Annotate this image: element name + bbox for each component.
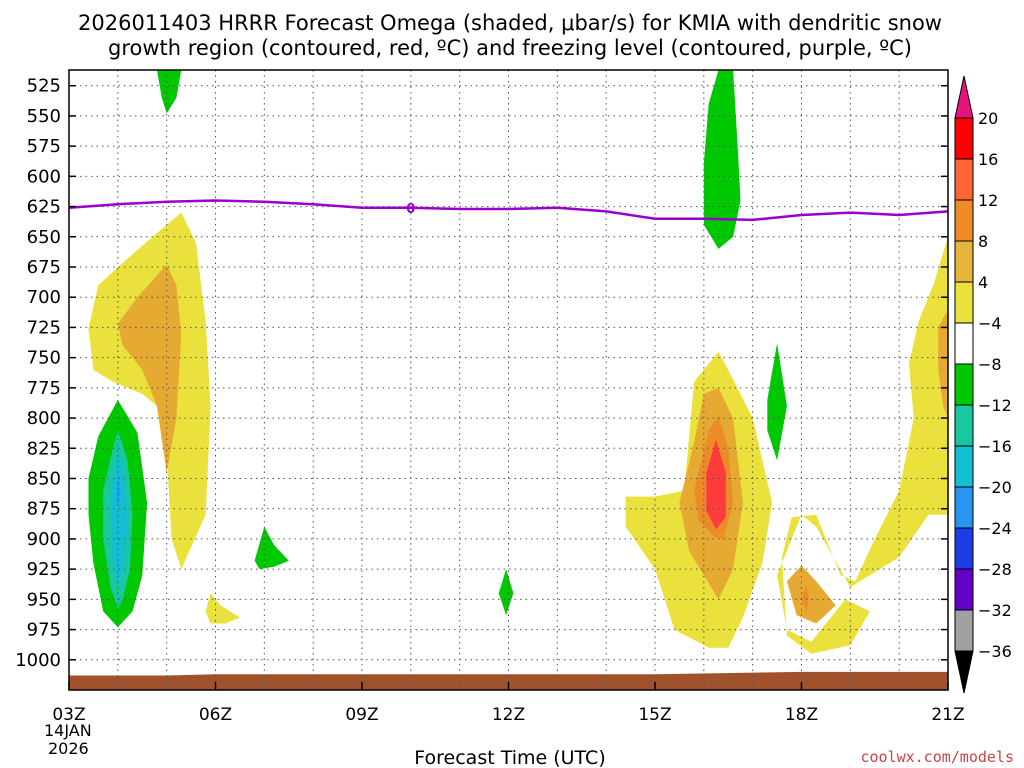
colorbar-cell-8 (954, 445, 974, 488)
colorbar-label: −8 (978, 355, 1002, 374)
colorbar-cell-5 (954, 322, 974, 365)
omega-region-19 (938, 309, 948, 419)
y-tick-label: 800 (27, 408, 61, 429)
colorbar-label: −4 (978, 314, 1002, 333)
date-label-year: 2026 (48, 739, 89, 758)
colorbar-cell-0 (954, 117, 974, 160)
colorbar-bottom-arrow (954, 650, 974, 694)
colorbar-cell-7 (954, 404, 974, 447)
x-tick-label: 21Z (931, 705, 964, 725)
y-tick-label: 550 (27, 106, 61, 127)
y-tick-label: 900 (27, 529, 61, 550)
omega-region-5 (116, 478, 121, 509)
omega-region-16 (777, 236, 948, 654)
x-tick-label: 18Z (785, 705, 818, 725)
colorbar-cell-last (954, 609, 974, 652)
freezing-level-contour: 0 (69, 199, 948, 222)
grid-lines (69, 70, 948, 690)
colorbar-cell-6 (954, 363, 974, 406)
colorbar-cell-3 (954, 240, 974, 283)
y-tick-label: 625 (27, 197, 61, 218)
omega-region-10 (703, 70, 741, 249)
colorbar-label: −20 (978, 478, 1012, 497)
colorbar: 20 16 12 8 4 −4 −8 −12 −16 −20 −24 −28 −32 −36 (954, 75, 1012, 694)
y-tick-label: 600 (27, 166, 61, 187)
colorbar-label: −16 (978, 437, 1012, 456)
chart-title-line-1: 2026011403 HRRR Forecast Omega (shaded, … (78, 11, 942, 35)
omega-region-9 (498, 569, 514, 616)
y-tick-label: 775 (27, 378, 61, 399)
colorbar-label: 20 (978, 109, 998, 128)
omega-region-18 (801, 584, 809, 612)
x-tick-label: 06Z (199, 705, 232, 725)
date-label-day: 14JAN (44, 721, 92, 740)
omega-region-1 (117, 264, 182, 473)
omega-region-4 (110, 448, 128, 588)
y-tick-label: 575 (27, 136, 61, 157)
x-tick-label: 15Z (638, 705, 671, 725)
y-tick-label: 725 (27, 317, 61, 338)
y-tick-label: 950 (27, 589, 61, 610)
colorbar-cell-4 (954, 281, 974, 324)
colorbar-label: −12 (978, 396, 1012, 415)
omega-region-17 (786, 565, 836, 624)
y-axis: 525 550 575 600 625 650 675 700 725 750 775 800 825 8… (15, 76, 948, 671)
x-axis-title: Forecast Time (UTC) (414, 747, 605, 768)
omega-region-0 (88, 212, 211, 570)
x-tick-label: 09Z (345, 705, 378, 725)
y-tick-label: 675 (27, 257, 61, 278)
y-tick-label: 525 (27, 76, 61, 97)
colorbar-cell-2 (954, 199, 974, 242)
colorbar-cell-11 (954, 568, 974, 611)
freezing-level-label: 0 (406, 202, 415, 217)
colorbar-label: 12 (978, 191, 998, 210)
colorbar-label: −32 (978, 601, 1012, 620)
omega-region-6 (156, 70, 182, 114)
omega-shaded-regions (88, 70, 948, 654)
colorbar-cell-10 (954, 527, 974, 570)
credit-text: coolwx.com/models (860, 748, 1014, 766)
colorbar-label: 4 (978, 273, 988, 292)
colorbar-label: 8 (978, 232, 988, 251)
y-tick-label: 825 (27, 438, 61, 459)
y-tick-label: 750 (27, 348, 61, 369)
colorbar-cell-9 (954, 486, 974, 529)
y-tick-label: 975 (27, 620, 61, 641)
colorbar-label: −24 (978, 519, 1012, 538)
chart-title-line-2: growth region (contoured, red, ºC) and f… (108, 36, 912, 60)
y-tick-label: 850 (27, 468, 61, 489)
freezing-level-line (69, 199, 948, 222)
colorbar-cell-1 (954, 158, 974, 201)
y-tick-label: 1000 (15, 650, 61, 671)
omega-region-7 (254, 526, 289, 570)
y-tick-label: 700 (27, 287, 61, 308)
colorbar-label: 16 (978, 150, 998, 169)
y-tick-label: 925 (27, 559, 61, 580)
y-tick-label: 875 (27, 499, 61, 520)
colorbar-label: −28 (978, 560, 1012, 579)
omega-region-8 (205, 593, 240, 624)
omega-region-11 (767, 343, 787, 461)
x-tick-label: 03Z (52, 705, 85, 725)
colorbar-label: −36 (978, 642, 1012, 661)
x-axis: 03Z 06Z 09Z 12Z 15Z 18Z 21Z (52, 682, 965, 725)
y-tick-label: 650 (27, 227, 61, 248)
x-tick-label: 12Z (492, 705, 525, 725)
omega-region-15 (706, 439, 726, 530)
